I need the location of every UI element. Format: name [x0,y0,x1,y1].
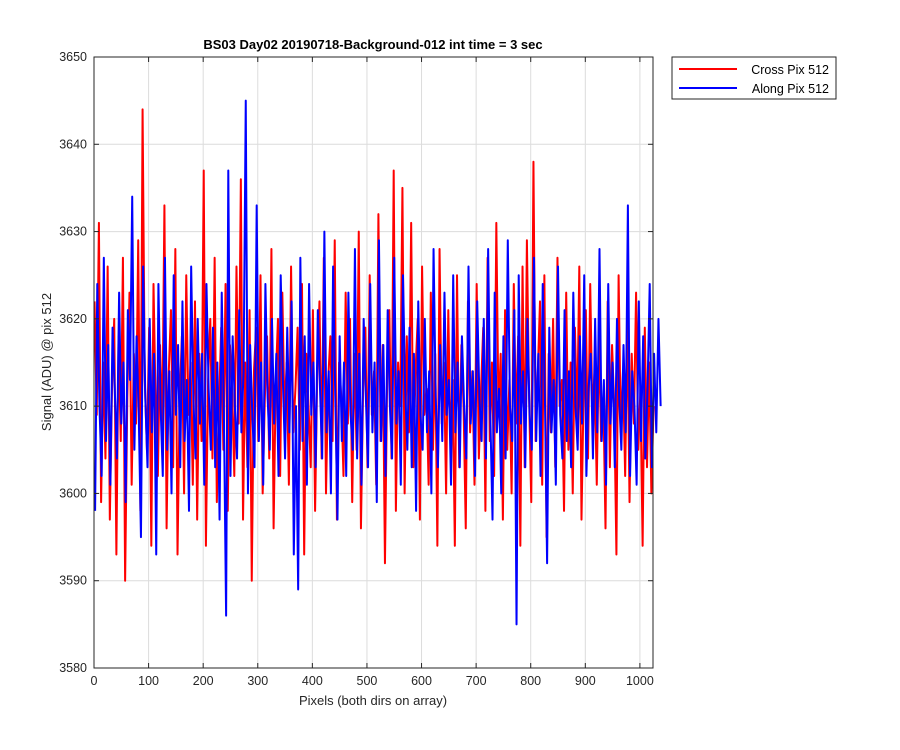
x-tick-label: 1000 [626,674,654,688]
x-tick-label: 0 [91,674,98,688]
x-tick-label: 300 [247,674,268,688]
x-tick-label: 600 [411,674,432,688]
y-tick-label: 3620 [59,312,87,326]
y-axis-label: Signal (ADU) @ pix 512 [39,293,54,431]
y-tick-label: 3590 [59,574,87,588]
series-line-along-pix-512 [94,99,662,626]
x-tick-label: 200 [193,674,214,688]
legend: Cross Pix 512 Along Pix 512 [671,56,837,100]
axes-box [93,56,654,669]
y-tick-label: 3650 [59,50,87,64]
x-tick-label: 900 [575,674,596,688]
legend-box [671,56,837,100]
x-axis-label: Pixels (both dirs on array) [299,693,447,708]
y-tick-label: 3610 [59,399,87,413]
x-tick-label: 100 [138,674,159,688]
x-tick-label: 700 [466,674,487,688]
tick-labels: 0 100 200 300 400 500 600 700 800 900 1000 3580 3590… [59,50,654,688]
legend-label-cross: Cross Pix 512 [751,63,829,77]
chart-title: BS03 Day02 20190718-Background-012 int t… [203,37,542,52]
legend-label-along: Along Pix 512 [752,82,829,96]
axis-ticks [93,56,653,669]
x-tick-label: 500 [357,674,378,688]
y-tick-label: 3600 [59,486,87,500]
series-layer [93,99,662,626]
y-tick-label: 3640 [59,137,87,151]
y-tick-label: 3630 [59,225,87,239]
x-tick-label: 800 [520,674,541,688]
y-tick-label: 3580 [59,661,87,675]
x-tick-label: 400 [302,674,323,688]
